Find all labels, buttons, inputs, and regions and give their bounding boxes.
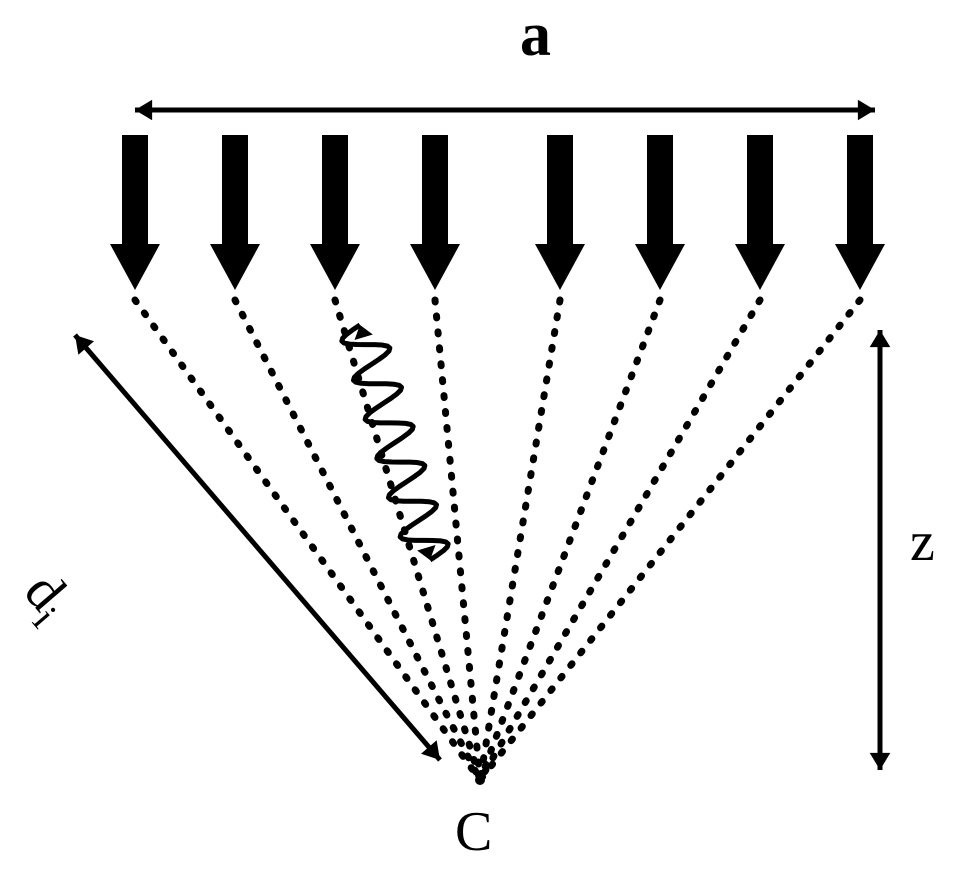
dim-arrow-z — [870, 330, 891, 770]
label-z: z — [910, 510, 935, 574]
label-a-text: a — [520, 1, 551, 69]
dotted-ray-4 — [480, 300, 560, 780]
dim-arrow-a — [135, 100, 875, 121]
label-z-text: z — [910, 511, 935, 573]
label-c: C — [455, 800, 492, 864]
label-a: a — [520, 0, 551, 71]
bold-arrow-7 — [835, 135, 885, 290]
bold-arrow-1 — [210, 135, 260, 290]
bold-arrow-4 — [535, 135, 585, 290]
bold-arrow-0 — [110, 135, 160, 290]
dotted-ray-7 — [480, 300, 860, 780]
dotted-ray-5 — [480, 300, 660, 780]
bold-arrow-6 — [735, 135, 785, 290]
label-c-text: C — [455, 801, 492, 863]
dim-arrow-di — [75, 335, 440, 760]
squiggle — [342, 325, 448, 560]
focal-point — [475, 775, 485, 785]
bold-arrow-2 — [310, 135, 360, 290]
bold-arrow-3 — [410, 135, 460, 290]
bold-arrow-5 — [635, 135, 685, 290]
